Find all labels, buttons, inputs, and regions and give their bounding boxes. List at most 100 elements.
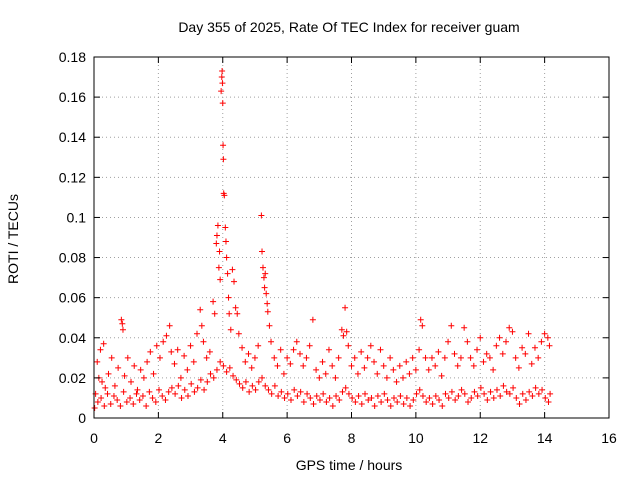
data-point xyxy=(172,390,179,397)
data-point xyxy=(300,398,307,405)
data-point xyxy=(461,390,468,397)
data-point xyxy=(105,370,112,377)
x-tick-label: 4 xyxy=(219,430,227,446)
data-point xyxy=(535,390,542,397)
data-point xyxy=(280,370,287,377)
data-point xyxy=(544,334,551,341)
data-point xyxy=(452,396,459,403)
data-point xyxy=(439,402,446,409)
data-point xyxy=(91,404,98,411)
data-point xyxy=(333,392,340,399)
data-point xyxy=(144,358,151,365)
data-point xyxy=(221,192,228,199)
data-point xyxy=(435,348,442,355)
data-point xyxy=(371,358,378,365)
data-point xyxy=(262,270,269,277)
data-point xyxy=(207,370,214,377)
data-point xyxy=(297,388,304,395)
data-point xyxy=(184,392,191,399)
x-tick-label: 14 xyxy=(537,430,553,446)
data-point xyxy=(406,370,413,377)
y-tick-label: 0.1 xyxy=(67,209,87,225)
data-point xyxy=(160,338,167,345)
data-point xyxy=(396,362,403,369)
data-point xyxy=(465,398,472,405)
data-point xyxy=(119,326,126,333)
data-point xyxy=(102,384,109,391)
data-point xyxy=(384,396,391,403)
data-point xyxy=(101,402,108,409)
data-point xyxy=(500,382,507,389)
data-point xyxy=(171,360,178,367)
data-point xyxy=(98,394,105,401)
data-point xyxy=(219,68,226,75)
data-point xyxy=(365,396,372,403)
data-point xyxy=(293,338,300,345)
data-point xyxy=(140,374,147,381)
data-point xyxy=(461,324,468,331)
data-point xyxy=(191,388,198,395)
data-point xyxy=(367,342,374,349)
data-point xyxy=(246,388,253,395)
data-point xyxy=(266,322,273,329)
data-point xyxy=(362,390,369,397)
data-point xyxy=(442,390,449,397)
data-point xyxy=(329,402,336,409)
data-point xyxy=(234,310,241,317)
data-point xyxy=(458,386,465,393)
data-point xyxy=(239,384,246,391)
x-tick-label: 0 xyxy=(90,430,98,446)
data-point xyxy=(387,402,394,409)
data-point xyxy=(320,390,327,397)
data-point xyxy=(515,364,522,371)
data-point xyxy=(349,394,356,401)
data-point xyxy=(545,398,552,405)
data-point xyxy=(130,400,137,407)
data-point xyxy=(351,354,358,361)
data-point xyxy=(464,338,471,345)
data-point xyxy=(218,88,225,95)
data-point xyxy=(509,328,516,335)
data-point xyxy=(284,354,291,361)
data-point xyxy=(400,374,406,381)
data-point xyxy=(445,338,452,345)
data-point xyxy=(432,392,439,399)
data-point xyxy=(147,348,154,355)
data-point xyxy=(153,342,160,349)
grid-lines xyxy=(94,57,609,418)
data-point xyxy=(329,362,336,369)
data-point xyxy=(539,386,546,393)
data-point xyxy=(313,366,320,373)
data-point xyxy=(368,394,375,401)
data-point xyxy=(198,322,205,329)
data-point xyxy=(114,396,121,403)
data-point xyxy=(529,392,536,399)
data-point xyxy=(493,342,500,349)
data-point xyxy=(531,344,538,351)
data-point xyxy=(274,362,281,369)
data-point xyxy=(133,390,140,397)
data-point xyxy=(503,338,509,345)
data-point xyxy=(343,328,350,335)
data-point xyxy=(260,274,267,281)
data-point xyxy=(481,390,488,397)
data-point xyxy=(310,400,317,407)
data-point xyxy=(146,388,153,395)
data-point xyxy=(168,348,175,355)
data-point xyxy=(445,394,452,401)
data-point xyxy=(335,354,342,361)
data-point xyxy=(390,394,397,401)
x-tick-label: 8 xyxy=(348,430,356,446)
data-point xyxy=(532,384,539,391)
data-point xyxy=(194,384,201,391)
x-tick-label: 6 xyxy=(283,430,291,446)
data-point xyxy=(110,392,117,399)
y-tick-label: 0 xyxy=(78,410,86,426)
data-point xyxy=(264,300,271,307)
data-point xyxy=(304,390,311,397)
data-point xyxy=(503,388,510,395)
data-point xyxy=(457,354,464,361)
data-point xyxy=(224,270,231,277)
data-point xyxy=(222,224,229,231)
data-point xyxy=(483,350,490,357)
